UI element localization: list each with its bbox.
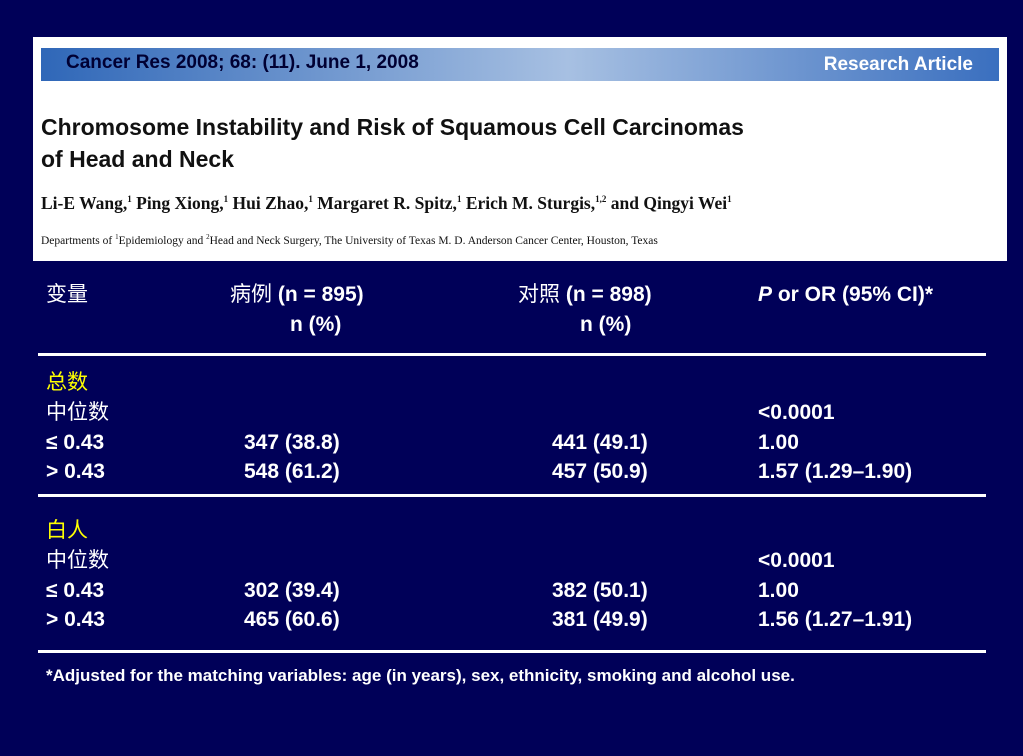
- article-type-label: Research Article: [823, 54, 973, 75]
- controls-value: 381 (49.9): [552, 608, 648, 631]
- header-variable: 变量: [46, 282, 88, 306]
- row-label: ≤ 0.43: [46, 431, 105, 454]
- journal-citation: Cancer Res 2008; 68: (11). June 1, 2008: [66, 52, 419, 73]
- section-title-white: 白人: [46, 518, 88, 542]
- affiliation: Departments of 1Epidemiology and 2Head a…: [41, 233, 658, 247]
- controls-value: 457 (50.9): [552, 460, 648, 483]
- or-value: 1.57 (1.29–1.90): [758, 460, 913, 483]
- author: Erich M. Sturgis,1,2: [465, 193, 607, 213]
- article-title-line-1: Chromosome Instability and Risk of Squam…: [41, 114, 744, 140]
- controls-value: 441 (49.1): [552, 431, 648, 454]
- table-rule-top: [38, 353, 986, 356]
- cases-value: 548 (61.2): [244, 460, 340, 483]
- article-header-image: Cancer Res 2008; 68: (11). June 1, 2008 …: [33, 37, 1007, 261]
- cases-value: 302 (39.4): [244, 579, 340, 602]
- header-controls-sub: n (%): [580, 313, 632, 336]
- header-p-or: P or OR (95% CI)*: [758, 283, 934, 306]
- author: and Qingyi Wei1: [610, 193, 732, 213]
- cases-value: 347 (38.8): [244, 431, 340, 454]
- or-value: 1.00: [758, 431, 799, 454]
- table-footnote: *Adjusted for the matching variables: ag…: [46, 666, 795, 685]
- header-cases-sub: n (%): [290, 313, 342, 336]
- table-rule-middle: [38, 494, 986, 497]
- journal-bar: Cancer Res 2008; 68: (11). June 1, 2008 …: [41, 48, 999, 81]
- header-controls: 对照 (n = 898): [518, 282, 652, 306]
- author-list: Li-E Wang,1 Ping Xiong,1 Hui Zhao,1 Marg…: [41, 193, 732, 214]
- author: Ping Xiong,1: [136, 193, 229, 213]
- row-label: ≤ 0.43: [46, 579, 105, 602]
- author: Hui Zhao,1: [232, 193, 313, 213]
- median-label: 中位数: [46, 548, 109, 572]
- header-cases: 病例 (n = 895): [230, 282, 364, 306]
- author: Li-E Wang,1: [41, 193, 132, 213]
- author: Margaret R. Spitz,1: [317, 193, 462, 213]
- article-title-line-2: of Head and Neck: [41, 146, 234, 172]
- median-p-value: <0.0001: [758, 549, 835, 572]
- median-label: 中位数: [46, 400, 109, 424]
- article-title: Chromosome Instability and Risk of Squam…: [41, 111, 941, 175]
- cases-value: 465 (60.6): [244, 608, 340, 631]
- row-label: > 0.43: [46, 460, 105, 483]
- or-value: 1.56 (1.27–1.91): [758, 608, 913, 631]
- table-rule-bottom: [38, 650, 986, 653]
- median-p-value: <0.0001: [758, 401, 835, 424]
- row-label: > 0.43: [46, 608, 105, 631]
- section-title-total: 总数: [46, 370, 88, 394]
- controls-value: 382 (50.1): [552, 579, 648, 602]
- or-value: 1.00: [758, 579, 799, 602]
